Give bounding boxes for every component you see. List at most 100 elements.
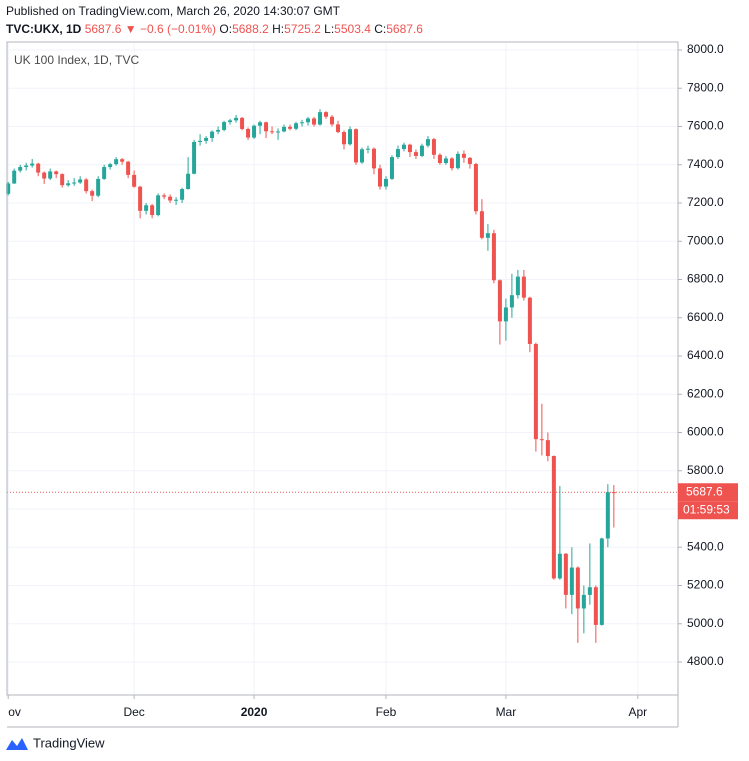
candle-body <box>461 153 466 158</box>
candle-body <box>234 117 239 121</box>
last-price-label: 5687.6 <box>686 484 723 498</box>
y-tick-label: 8000.0 <box>687 42 724 56</box>
candle-body <box>383 178 388 187</box>
candle-body <box>306 118 311 123</box>
high-value: 5725.2 <box>284 22 321 36</box>
candle-body <box>108 164 113 168</box>
candle-body <box>156 195 161 216</box>
candle-body <box>150 205 155 216</box>
candle-body <box>96 178 101 196</box>
candle-body <box>288 126 293 129</box>
low-label: L: <box>324 22 334 36</box>
candle-body <box>324 112 329 117</box>
candle-body <box>551 456 556 579</box>
x-tick-label: 2020 <box>241 705 268 719</box>
candle-body <box>6 183 11 194</box>
candle-body <box>252 125 257 138</box>
candle-body <box>198 140 203 142</box>
candle-body <box>318 112 323 125</box>
y-tick-label: 5200.0 <box>687 578 724 592</box>
candle-body <box>557 553 562 579</box>
countdown-label: 01:59:53 <box>683 502 730 516</box>
candle-body <box>341 132 346 145</box>
candle-body <box>120 159 125 162</box>
candle-body <box>60 174 65 186</box>
candle-body <box>102 167 107 179</box>
candle-body <box>24 165 29 168</box>
candle-body <box>479 211 484 238</box>
candle-body <box>72 182 77 184</box>
y-tick-label: 4800.0 <box>687 654 724 668</box>
candle-body <box>330 116 335 125</box>
candle-body <box>282 126 287 132</box>
candle-body <box>599 538 604 625</box>
candle-body <box>515 276 520 296</box>
y-tick-label: 7000.0 <box>687 233 724 247</box>
close-value: 5687.6 <box>386 22 423 36</box>
change-arrow: ▼ <box>125 22 137 36</box>
candle-body <box>407 144 412 153</box>
candle-body <box>575 567 580 609</box>
candle-body <box>539 439 544 441</box>
candle-body <box>270 131 275 133</box>
symbol: TVC:UKX, 1D <box>6 22 82 36</box>
candle-body <box>312 118 317 125</box>
y-tick-label: 7800.0 <box>687 80 724 94</box>
y-tick-label: 5400.0 <box>687 539 724 553</box>
y-tick-label: 5800.0 <box>687 463 724 477</box>
candle-body <box>443 158 448 164</box>
y-tick-label: 6000.0 <box>687 425 724 439</box>
candle-body <box>276 131 281 133</box>
logo-icon <box>6 738 28 750</box>
candle-body <box>581 594 586 609</box>
candle-body <box>180 189 185 200</box>
candle-body <box>389 157 394 179</box>
candle-body <box>18 167 23 171</box>
candle-body <box>54 171 59 175</box>
candle-body <box>186 173 191 190</box>
candle-body <box>473 163 478 212</box>
x-tick-label: Apr <box>628 705 647 719</box>
open-label: O: <box>219 22 232 36</box>
candle-body <box>90 191 95 196</box>
candle-body <box>12 170 17 184</box>
last-price-tag <box>678 483 738 502</box>
candle-body <box>509 295 514 308</box>
y-tick-label: 5000.0 <box>687 616 724 630</box>
candle-body <box>192 141 197 174</box>
chart-title: UK 100 Index, 1D, TVC <box>14 53 140 67</box>
candle-body <box>347 129 352 145</box>
candle-body <box>605 492 610 539</box>
candle-body <box>569 567 574 595</box>
candle-body <box>30 163 35 166</box>
candle-body <box>455 153 460 169</box>
low-value: 5503.4 <box>334 22 371 36</box>
y-tick-label: 7200.0 <box>687 195 724 209</box>
candle-body <box>413 152 418 156</box>
published-line: Published on TradingView.com, March 26, … <box>6 4 341 18</box>
candle-body <box>527 297 532 344</box>
countdown-tag <box>678 501 738 520</box>
candle-body <box>258 122 263 126</box>
y-tick-label: 6200.0 <box>687 386 724 400</box>
change-pct: (−0.01%) <box>167 22 216 36</box>
change: −0.6 <box>140 22 164 36</box>
candle-body <box>114 159 119 165</box>
candle-body <box>353 129 358 163</box>
candle-body <box>491 233 496 281</box>
brand: TradingView <box>33 735 105 750</box>
y-tick-label: 7600.0 <box>687 119 724 133</box>
candle-body <box>174 199 179 201</box>
candle-body <box>533 343 538 440</box>
candle-body <box>467 157 472 164</box>
x-tick-label: Feb <box>376 705 397 719</box>
candle-body <box>294 123 299 129</box>
candle-body <box>449 158 454 169</box>
candle-body <box>503 307 508 322</box>
candle-body <box>138 186 143 211</box>
candle-body <box>36 163 41 173</box>
candle-body <box>66 183 71 186</box>
candle-body <box>497 280 502 322</box>
